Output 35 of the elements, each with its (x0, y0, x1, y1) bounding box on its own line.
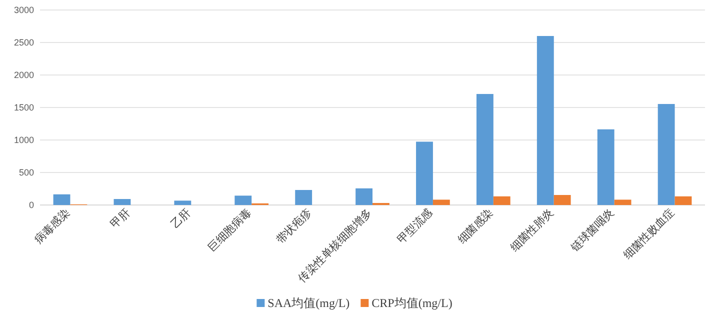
bar (432, 200, 450, 205)
bar (356, 188, 372, 205)
x-tick-label: 细菌性败血症 (621, 206, 677, 262)
bar (114, 199, 131, 205)
bar (658, 104, 675, 205)
x-tick-label: 乙肝 (169, 206, 194, 231)
bar (416, 142, 433, 205)
x-tick-label: 带状疱疹 (274, 206, 314, 246)
bar (597, 129, 614, 205)
bar (295, 190, 312, 205)
x-tick-label: 细菌性肺炎 (508, 206, 556, 254)
y-tick-label: 500 (18, 168, 34, 178)
y-tick-label: 1000 (14, 135, 34, 145)
bar (536, 36, 554, 205)
x-tick-label: 病毒感染 (32, 206, 72, 246)
bar (234, 196, 252, 205)
y-tick-label: 2500 (14, 38, 34, 48)
y-tick-label: 3000 (14, 5, 34, 15)
x-tick-label: 巨细胞病毒 (206, 206, 254, 254)
bar (614, 200, 632, 205)
y-tick-label: 2000 (14, 70, 34, 80)
legend-label: CRP均值(mg/L) (372, 296, 452, 310)
x-tick-label: 甲肝 (108, 206, 133, 231)
x-tick-label: 链球菌咽炎 (568, 206, 616, 255)
bar (554, 194, 571, 205)
y-tick-label: 1500 (14, 102, 34, 112)
bar (53, 194, 70, 205)
x-tick-label: 甲型流感 (394, 206, 436, 246)
x-tick-label: 细菌感染 (455, 206, 496, 246)
legend-label: SAA均值(mg/L) (268, 296, 350, 310)
bar (493, 196, 510, 205)
y-tick-label: 0 (28, 200, 34, 210)
bar (674, 196, 692, 205)
bar (476, 94, 494, 205)
bar (174, 200, 192, 205)
